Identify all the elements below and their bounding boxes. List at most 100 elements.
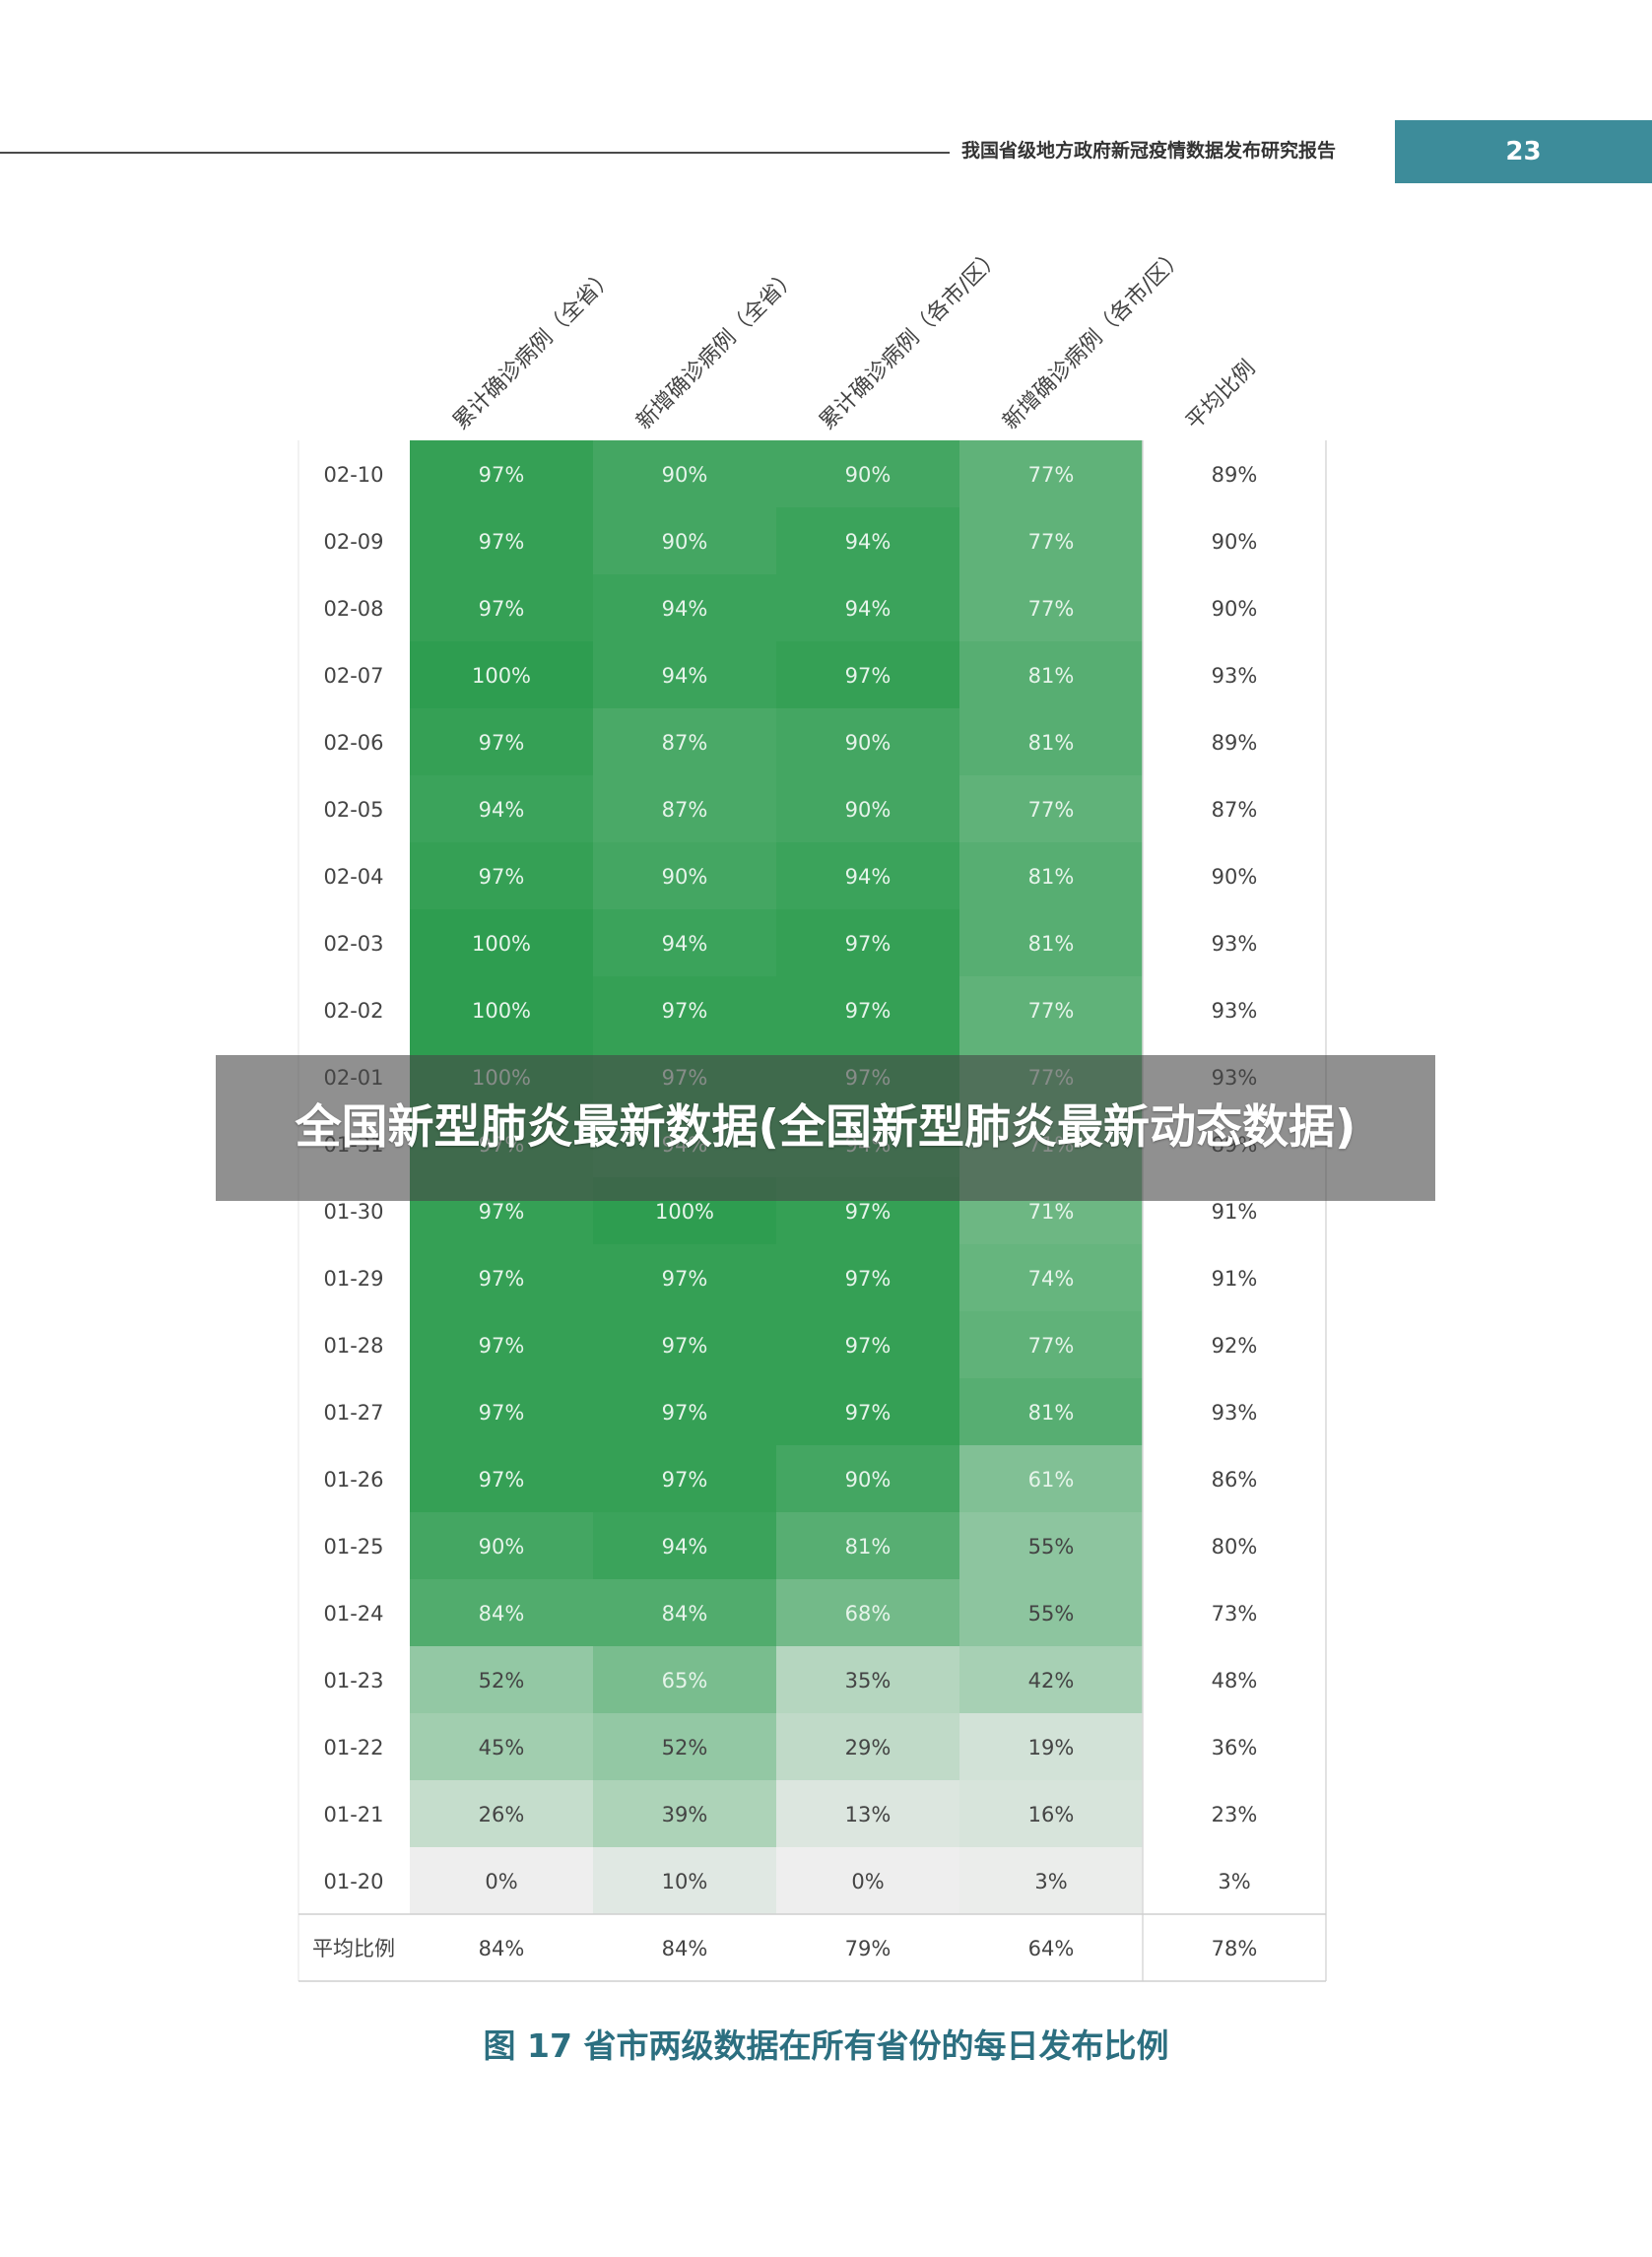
- cell-value: 97%: [662, 1401, 708, 1425]
- cell-value: 0%: [485, 1870, 517, 1893]
- cell-value: 90%: [1212, 865, 1258, 889]
- heatmap-cell: [1143, 1713, 1326, 1780]
- row-label: 01-30: [323, 1200, 383, 1224]
- heatmap-cell: [410, 1512, 593, 1579]
- heatmap-cell: [959, 641, 1143, 708]
- heatmap-cell: [776, 1244, 959, 1311]
- row-label: 02-10: [323, 463, 383, 487]
- cell-value: 52%: [479, 1669, 525, 1693]
- cell-value: 73%: [1212, 1602, 1258, 1626]
- cell-value: 0%: [851, 1870, 884, 1893]
- heatmap-cell: [593, 1847, 776, 1914]
- cell-value: 94%: [845, 865, 892, 889]
- heatmap-cell: [959, 708, 1143, 775]
- page-number: 23: [1505, 137, 1542, 166]
- heatmap-cell: [593, 574, 776, 641]
- column-header: 新增确诊病例（各市/区）: [999, 243, 1190, 434]
- heatmap-cell: [593, 708, 776, 775]
- cell-value: 84%: [479, 1602, 525, 1626]
- heatmap-cell: [1143, 1445, 1326, 1512]
- heatmap-cell: [959, 574, 1143, 641]
- heatmap-cell: [410, 1579, 593, 1646]
- heatmap-cell: [1143, 1311, 1326, 1378]
- cell-value: 97%: [479, 530, 525, 554]
- cell-value: 26%: [479, 1803, 525, 1826]
- column-header: 累计确诊病例（各市/区）: [816, 243, 1007, 434]
- heatmap-cell: [410, 1445, 593, 1512]
- cell-value: 48%: [1212, 1669, 1258, 1693]
- cell-value: 10%: [662, 1870, 708, 1893]
- column-header: 累计确诊病例（全省）: [449, 264, 620, 434]
- cell-value: 13%: [845, 1803, 892, 1826]
- cell-value: 81%: [1028, 932, 1075, 956]
- cell-value: 77%: [1028, 1334, 1075, 1358]
- overlay-banner: 全国新型肺炎最新数据(全国新型肺炎最新动态数据): [216, 1055, 1435, 1201]
- cell-value: 97%: [662, 1267, 708, 1291]
- heatmap-cell: [410, 909, 593, 976]
- heatmap-cell: [776, 507, 959, 574]
- cell-value: 97%: [479, 1401, 525, 1425]
- cell-value: 90%: [845, 463, 892, 487]
- cell-value: 52%: [662, 1736, 708, 1759]
- heatmap-cell: [410, 1713, 593, 1780]
- heatmap-cell: [776, 976, 959, 1043]
- cell-value: 77%: [1028, 999, 1075, 1023]
- cell-value: 97%: [479, 1468, 525, 1492]
- heatmap-cell: [776, 574, 959, 641]
- cell-value: 97%: [479, 597, 525, 621]
- heatmap-cell: [959, 909, 1143, 976]
- heatmap-cell: [1143, 1780, 1326, 1847]
- cell-value: 97%: [662, 1468, 708, 1492]
- cell-value: 97%: [479, 731, 525, 755]
- row-label: 01-26: [323, 1468, 383, 1492]
- cell-value: 93%: [1212, 1401, 1258, 1425]
- heatmap-cell: [410, 1780, 593, 1847]
- cell-value: 23%: [1212, 1803, 1258, 1826]
- heatmap-cell: [410, 1244, 593, 1311]
- average-value: 78%: [1212, 1937, 1258, 1960]
- heatmap-cell: [776, 1512, 959, 1579]
- report-title: 我国省级地方政府新冠疫情数据发布研究报告: [961, 140, 1337, 162]
- heatmap-cell: [959, 440, 1143, 507]
- row-label: 01-23: [323, 1669, 383, 1693]
- heatmap-cell: [593, 1713, 776, 1780]
- cell-value: 84%: [662, 1602, 708, 1626]
- heatmap-cell: [593, 641, 776, 708]
- row-label: 01-21: [323, 1803, 383, 1826]
- cell-value: 91%: [1212, 1267, 1258, 1291]
- heatmap-cell: [410, 1646, 593, 1713]
- heatmap-cell: [410, 641, 593, 708]
- row-label: 01-20: [323, 1870, 383, 1893]
- row-label: 01-25: [323, 1535, 383, 1559]
- cell-value: 100%: [472, 999, 531, 1023]
- heatmap-cell: [776, 1646, 959, 1713]
- cell-value: 100%: [472, 664, 531, 688]
- cell-value: 35%: [845, 1669, 892, 1693]
- heatmap-cell: [410, 1847, 593, 1914]
- figure-caption: 图 17 省市两级数据在所有省份的每日发布比例: [483, 2026, 1169, 2065]
- cell-value: 97%: [662, 999, 708, 1023]
- cell-value: 55%: [1028, 1602, 1075, 1626]
- cell-value: 90%: [662, 865, 708, 889]
- cell-value: 94%: [662, 664, 708, 688]
- heatmap-cell: [959, 1512, 1143, 1579]
- heatmap-cell: [593, 909, 776, 976]
- heatmap-cell: [959, 976, 1143, 1043]
- heatmap-cell: [410, 775, 593, 842]
- cell-value: 97%: [479, 1200, 525, 1224]
- cell-value: 45%: [479, 1736, 525, 1759]
- cell-value: 97%: [479, 1334, 525, 1358]
- row-label: 01-29: [323, 1267, 383, 1291]
- heatmap-cell: [593, 440, 776, 507]
- cell-value: 94%: [662, 1535, 708, 1559]
- average-value: 84%: [662, 1937, 708, 1960]
- heatmap-cell: [776, 641, 959, 708]
- cell-value: 68%: [845, 1602, 892, 1626]
- cell-value: 42%: [1028, 1669, 1075, 1693]
- heatmap-cell: [959, 1311, 1143, 1378]
- heatmap-cell: [776, 1713, 959, 1780]
- cell-value: 90%: [845, 731, 892, 755]
- cell-value: 92%: [1212, 1334, 1258, 1358]
- row-label: 01-24: [323, 1602, 383, 1626]
- row-label: 02-08: [323, 597, 383, 621]
